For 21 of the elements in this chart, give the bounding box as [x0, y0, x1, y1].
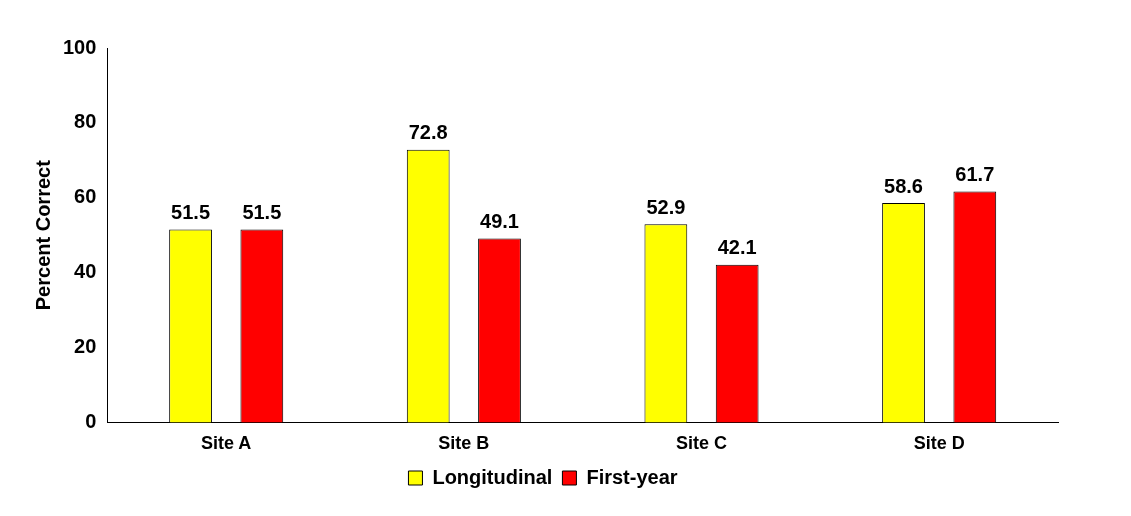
x-tick-label: Site D — [913, 433, 965, 454]
data-label: 51.5 — [242, 201, 282, 224]
x-tick-label: Site A — [201, 433, 252, 454]
data-label: 49.1 — [480, 210, 519, 233]
data-label: 58.6 — [884, 174, 923, 197]
data-label: 61.7 — [955, 162, 995, 185]
data-label: 51.5 — [171, 201, 211, 224]
x-tick-label: Site B — [438, 433, 490, 454]
y-tick-label: 100 — [62, 35, 97, 58]
y-tick-label: 80 — [74, 110, 97, 133]
data-label: 42.1 — [717, 236, 757, 259]
data-label: 72.8 — [408, 121, 448, 144]
y-tick-label: 40 — [74, 260, 97, 283]
legend-label: Longitudinal — [432, 465, 553, 488]
y-axis-title: Percent Correct — [31, 159, 54, 311]
y-tick-label: 20 — [74, 335, 97, 358]
y-tick-label: 60 — [74, 185, 97, 208]
y-tick-label: 0 — [85, 409, 97, 432]
data-label: 52.9 — [646, 195, 686, 218]
x-tick-label: Site C — [676, 433, 728, 454]
legend-label: First-year — [586, 465, 678, 488]
